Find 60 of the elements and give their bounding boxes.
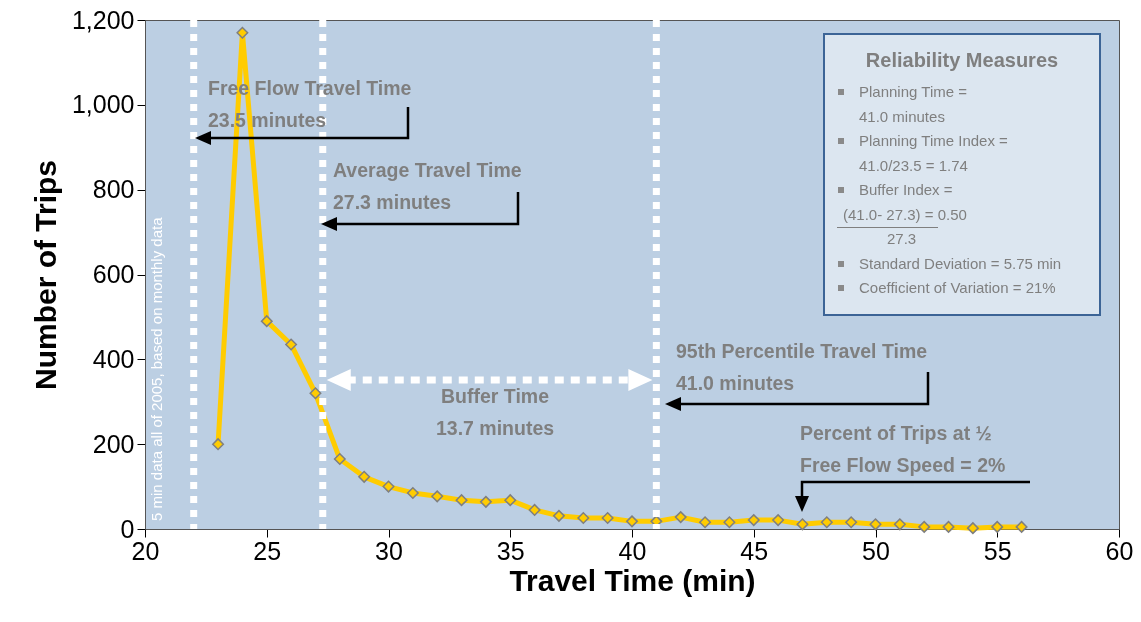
point bbox=[212, 438, 225, 451]
x-tick-label: 40 bbox=[618, 536, 647, 565]
point bbox=[479, 495, 492, 508]
annotation: Percent of Trips at ½ Free Flow Speed = 2% bbox=[800, 422, 1006, 476]
y-tick-label: 200 bbox=[92, 429, 135, 458]
point bbox=[260, 315, 273, 328]
point bbox=[577, 511, 590, 524]
y-axis-title: Number of Trips bbox=[28, 159, 62, 391]
y-tick-label: 400 bbox=[92, 344, 135, 373]
point bbox=[723, 516, 736, 529]
y-tick-label: 600 bbox=[92, 260, 135, 288]
point bbox=[845, 516, 858, 529]
point bbox=[528, 503, 541, 516]
point bbox=[626, 515, 638, 528]
point bbox=[796, 518, 809, 531]
x-axis-title: Travel Time (min) bbox=[509, 563, 756, 597]
annotation: Planning Time = 41.0 minutes bbox=[859, 82, 968, 127]
annotation: 5 min data all of 2005, based on monthly data bbox=[148, 216, 165, 521]
x-tick-label: 60 bbox=[1105, 536, 1134, 565]
annotation: Buffer Time 13.7 minutes bbox=[435, 385, 555, 439]
point bbox=[236, 26, 249, 39]
point bbox=[504, 494, 517, 507]
y-tick-label: 1,200 bbox=[71, 5, 135, 34]
point bbox=[406, 486, 419, 499]
point bbox=[820, 516, 833, 529]
x-tick-label: 25 bbox=[253, 536, 282, 565]
x-tick-label: 30 bbox=[375, 536, 403, 565]
point bbox=[747, 514, 760, 527]
point bbox=[966, 522, 979, 535]
y-tick-label: 800 bbox=[92, 175, 135, 204]
point bbox=[358, 470, 371, 483]
point bbox=[455, 494, 468, 507]
annotation: 95th Percentile Travel Time 41.0 minutes bbox=[676, 340, 928, 394]
point bbox=[674, 511, 687, 524]
point bbox=[333, 453, 346, 466]
point bbox=[893, 518, 906, 531]
point bbox=[869, 518, 882, 531]
annotation: Planning Time Index = 41.0/23.5 = 1.74 bbox=[859, 131, 1009, 176]
point bbox=[991, 520, 1004, 533]
point bbox=[699, 516, 712, 529]
annotation: Reliability Measures bbox=[864, 49, 1060, 72]
x-tick-label: 45 bbox=[740, 536, 769, 565]
point bbox=[942, 520, 955, 533]
point bbox=[382, 480, 395, 493]
point bbox=[309, 387, 322, 400]
x-tick-label: 35 bbox=[496, 536, 525, 565]
y-tick-label: 1,000 bbox=[71, 90, 135, 119]
point bbox=[431, 490, 444, 503]
point bbox=[601, 511, 614, 524]
annotation: Coefficient of Variation = 21% bbox=[859, 278, 1057, 298]
x-tick-label: 50 bbox=[862, 536, 890, 565]
annotation: Standard Deviation = 5.75 min bbox=[859, 253, 1063, 274]
point bbox=[552, 509, 565, 522]
annotation: Buffer Index = (41.0- 27.3) = 0.50 27.3 bbox=[842, 180, 968, 249]
annotation: Average Travel Time 27.3 minutes bbox=[333, 159, 522, 213]
point bbox=[772, 514, 785, 527]
point bbox=[1015, 520, 1028, 533]
point bbox=[918, 520, 931, 533]
point bbox=[285, 338, 298, 351]
x-tick-label: 55 bbox=[983, 536, 1012, 565]
